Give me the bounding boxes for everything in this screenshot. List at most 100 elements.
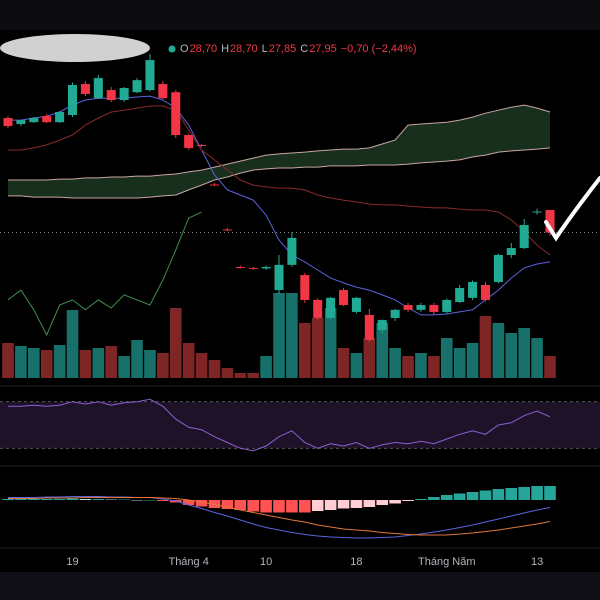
volume-bar (221, 368, 234, 378)
macd-histogram-bar (234, 500, 247, 510)
volume-bar (157, 353, 169, 378)
macd-histogram-bar (118, 499, 130, 500)
candle-body (80, 84, 90, 94)
volume-bar (169, 308, 182, 378)
macd-histogram-bar (92, 499, 105, 500)
cloud-upper-line (8, 104, 551, 181)
candle-body (468, 281, 478, 298)
candle-body (442, 299, 452, 312)
volume-bar (299, 323, 311, 378)
macd-histogram-bar (492, 489, 505, 500)
candle-body (493, 254, 503, 282)
macd-histogram-bar (466, 492, 479, 500)
macd-histogram-bar (479, 490, 492, 500)
volume-bar (350, 353, 363, 378)
candle-body (377, 320, 387, 330)
macd-histogram-bar (544, 486, 556, 500)
volume-bar (92, 348, 105, 378)
legend-value: 27,85 (269, 43, 297, 55)
macd-histogram-bar (402, 500, 414, 501)
hand-drawn-annotation (544, 176, 600, 242)
legend-key: H (221, 43, 229, 55)
macd-line (8, 496, 551, 539)
volume-bar (531, 338, 543, 378)
volume-bar (363, 338, 376, 378)
footer-bar (0, 572, 600, 600)
legend: O 28,70 H 28,70 L 27,85 C 27,95 −0,70 (−2,44%) (180, 43, 417, 55)
candle-body (274, 264, 284, 291)
volume-bar (505, 333, 518, 378)
candle-body (326, 297, 336, 318)
macd-histogram-bar (40, 499, 53, 500)
volume-bar (324, 308, 337, 378)
macd-histogram-bar (311, 500, 324, 511)
candle-body (55, 111, 65, 123)
toolbar (0, 0, 600, 30)
candle-body (158, 84, 168, 99)
macd-histogram-bar (440, 495, 453, 500)
volume-bar (131, 340, 143, 378)
volume-bar (118, 356, 130, 378)
candle-body (390, 309, 400, 318)
volume-bar (518, 328, 530, 378)
volume-bar (182, 343, 195, 378)
x-tick-label: 10 (260, 556, 272, 568)
status-dot (168, 45, 176, 53)
macd-histogram-bar (157, 500, 169, 501)
overlay-line (7, 211, 202, 337)
x-tick-label: 13 (531, 556, 543, 568)
candle-body (3, 117, 13, 127)
x-tick-label: Tháng Năm (418, 556, 475, 568)
macd-histogram-bar (518, 487, 530, 500)
candle-body (416, 305, 426, 310)
volume-bar (79, 350, 92, 378)
x-tick-label: 18 (350, 556, 362, 568)
macd-histogram-bar (195, 500, 208, 507)
macd-histogram-bar (286, 500, 298, 513)
candle-body (184, 135, 194, 148)
macd-histogram-bar (505, 488, 518, 500)
candle-body (106, 90, 116, 100)
legend-key: O (180, 43, 189, 55)
legend-change: −0,70 (−2,44%) (341, 43, 417, 55)
candle-body (364, 314, 374, 340)
volume-bar (208, 360, 221, 378)
volume-bar (2, 343, 14, 378)
macd-histogram-bar (28, 499, 40, 500)
volume-bar (415, 353, 427, 378)
candle-body (68, 84, 78, 115)
volume-bar (53, 345, 66, 378)
candle-body (132, 80, 142, 93)
macd-histogram-bar (363, 500, 376, 507)
candle-body (171, 92, 181, 136)
cloud-area (8, 105, 550, 198)
macd-histogram-bar (79, 499, 92, 500)
macd-histogram-bar (105, 499, 118, 500)
macd-histogram-bar (389, 500, 401, 504)
volume-bar (195, 353, 208, 378)
candle-body (119, 87, 129, 100)
cloud-lower-line (8, 147, 551, 199)
macd-histogram-bar (299, 500, 311, 513)
macd-line (8, 497, 551, 536)
macd-histogram-bar (2, 499, 14, 500)
macd-histogram-bar (66, 498, 79, 500)
macd-histogram-bar (260, 500, 272, 513)
macd-histogram-bar (15, 499, 27, 500)
macd-histogram-bar (53, 499, 66, 500)
candle-body (300, 275, 310, 300)
legend-key: L (262, 43, 268, 55)
volume-bar (105, 346, 118, 378)
rsi-line (8, 398, 551, 452)
macd-histogram-bar (324, 500, 337, 510)
volume-bar (492, 323, 505, 378)
candle-body (532, 211, 542, 213)
volume-bar (286, 293, 298, 378)
candle-body (222, 229, 232, 231)
candle-body (480, 284, 490, 300)
macd-histogram-bar (350, 500, 363, 508)
candle-body (197, 144, 207, 146)
macd-histogram-bar (376, 500, 389, 505)
macd-histogram-bar (415, 499, 427, 500)
volume-bar (337, 348, 350, 378)
